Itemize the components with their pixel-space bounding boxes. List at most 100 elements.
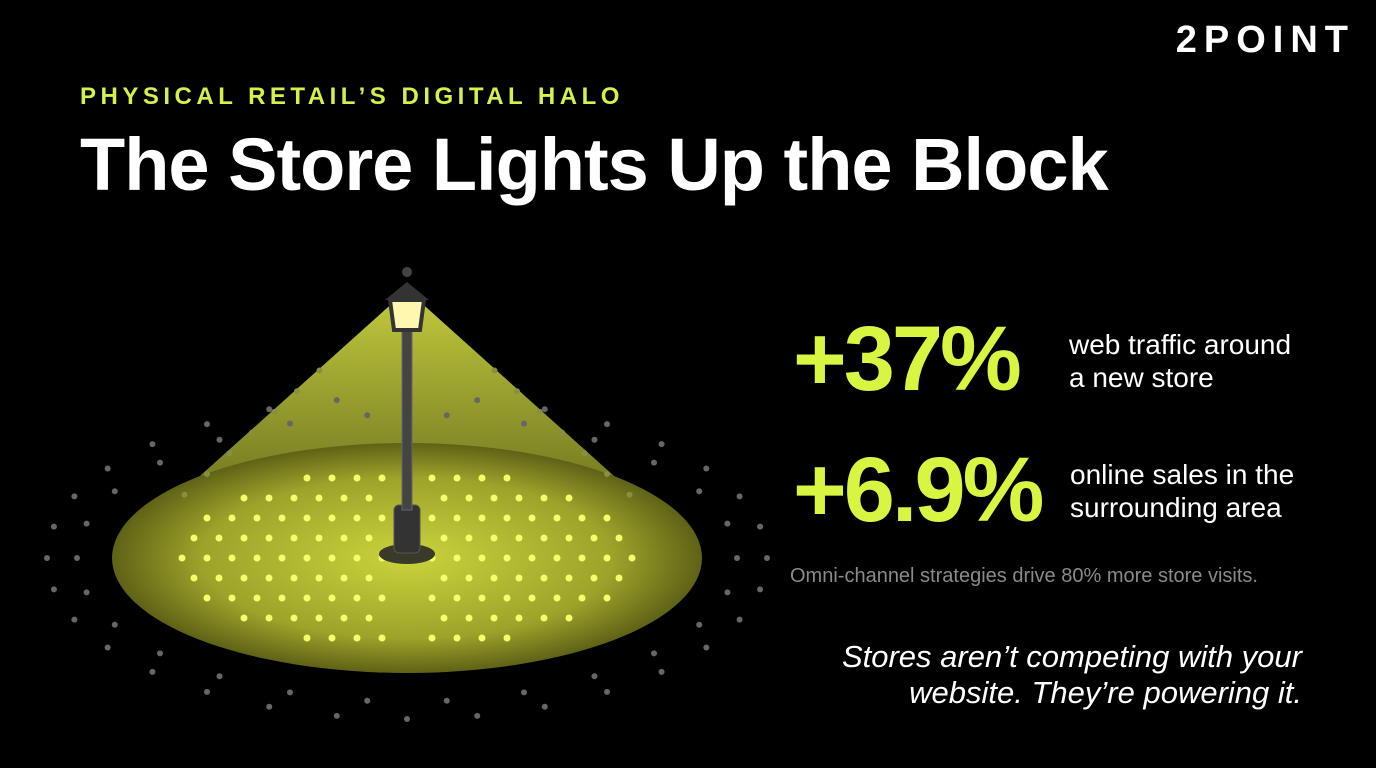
glow-dot: [378, 634, 386, 642]
glow-dot: [581, 450, 588, 457]
glow-dot: [528, 554, 536, 562]
glow-dot: [253, 594, 261, 602]
glow-dot: [521, 689, 528, 696]
glow-dot: [428, 514, 436, 522]
glow-dot: [278, 594, 286, 602]
glow-dot: [203, 421, 210, 428]
glow-dot: [736, 493, 743, 500]
glow-dot: [490, 494, 498, 502]
glow-dot: [540, 534, 548, 542]
glow-dot: [315, 494, 323, 502]
glow-dot: [228, 514, 236, 522]
glow-dot: [453, 594, 461, 602]
glow-dot: [559, 429, 565, 436]
glow-dot: [736, 616, 743, 623]
glow-dot: [591, 673, 598, 680]
glow-dot: [565, 614, 573, 622]
brand: 2POINT: [1176, 19, 1355, 61]
glow-dot: [528, 594, 536, 602]
glow-dot: [440, 614, 448, 622]
glow-dot: [503, 634, 511, 642]
glow-dot: [303, 474, 311, 482]
glow-dot: [378, 594, 386, 602]
glow-dot: [104, 465, 111, 472]
glow-dot: [156, 650, 163, 657]
glow-dot: [353, 554, 361, 562]
glow-dot: [443, 697, 450, 704]
glow-dot: [303, 554, 311, 562]
glow-dot: [364, 412, 371, 419]
glow-dot: [278, 554, 286, 562]
glow-dot: [696, 621, 703, 628]
glow-dot: [651, 459, 658, 466]
glow-dot: [303, 634, 311, 642]
glow-dot: [503, 594, 511, 602]
lantern-glass: [387, 298, 427, 332]
glow-dot: [340, 614, 348, 622]
glow-dot: [316, 367, 323, 374]
glow-dot: [540, 494, 548, 502]
glow-dot: [540, 614, 548, 622]
glow-dot: [490, 614, 498, 622]
glow-dot: [265, 534, 273, 542]
glow-dot: [757, 523, 764, 530]
glow-dot: [658, 441, 665, 448]
glow-dot: [540, 574, 548, 582]
glow-dot: [111, 488, 118, 495]
glow-dot: [215, 534, 223, 542]
glow-dot: [226, 450, 233, 457]
glow-dot: [365, 534, 373, 542]
glow-dot: [178, 554, 186, 562]
glow-dot: [290, 494, 298, 502]
glow-dot: [553, 594, 561, 602]
glow-dot: [541, 703, 548, 710]
glow-dot: [590, 574, 598, 582]
glow-dot: [149, 441, 156, 448]
glow-dot: [240, 614, 248, 622]
glow-dot: [328, 594, 336, 602]
glow-dot: [315, 534, 323, 542]
glow-dot: [286, 420, 293, 427]
glow-dot: [478, 554, 486, 562]
glow-dot: [465, 574, 473, 582]
glow-dot: [71, 493, 78, 500]
glow-dot: [228, 554, 236, 562]
glow-dot: [528, 514, 536, 522]
glow-dot: [333, 712, 340, 719]
glow-dot: [203, 688, 210, 695]
glow-dot: [503, 474, 511, 482]
dots: [44, 367, 770, 722]
glow-dot: [271, 408, 278, 415]
glow-dot: [365, 494, 373, 502]
glow-dot: [440, 494, 448, 502]
glow-dot: [181, 491, 188, 498]
lantern-cap: [385, 282, 429, 300]
glow-dot: [515, 494, 523, 502]
glow-dot: [83, 589, 90, 596]
glow-dot: [286, 689, 293, 696]
glow-dot: [604, 471, 610, 477]
glow-dot: [651, 650, 658, 657]
glow-dot: [478, 514, 486, 522]
glow-dot: [71, 616, 78, 623]
glow-dot: [315, 614, 323, 622]
glow-dot: [378, 474, 386, 482]
glow-dot: [591, 436, 598, 443]
glow-dot: [615, 534, 623, 542]
glow-dot: [565, 534, 573, 542]
lamp-illustration: [44, 267, 770, 722]
glow-dot: [50, 586, 57, 593]
stat-label: a new store: [1069, 362, 1214, 393]
glow-dot: [453, 554, 461, 562]
glow-dot: [565, 574, 573, 582]
glow-dot: [658, 668, 665, 675]
glow-dot: [764, 555, 770, 561]
glow-dot: [353, 514, 361, 522]
glow-dot: [290, 614, 298, 622]
lantern-finial: [402, 267, 412, 277]
glow-dot: [696, 488, 703, 495]
glow-dot: [204, 471, 210, 477]
glow-dot: [156, 459, 163, 466]
